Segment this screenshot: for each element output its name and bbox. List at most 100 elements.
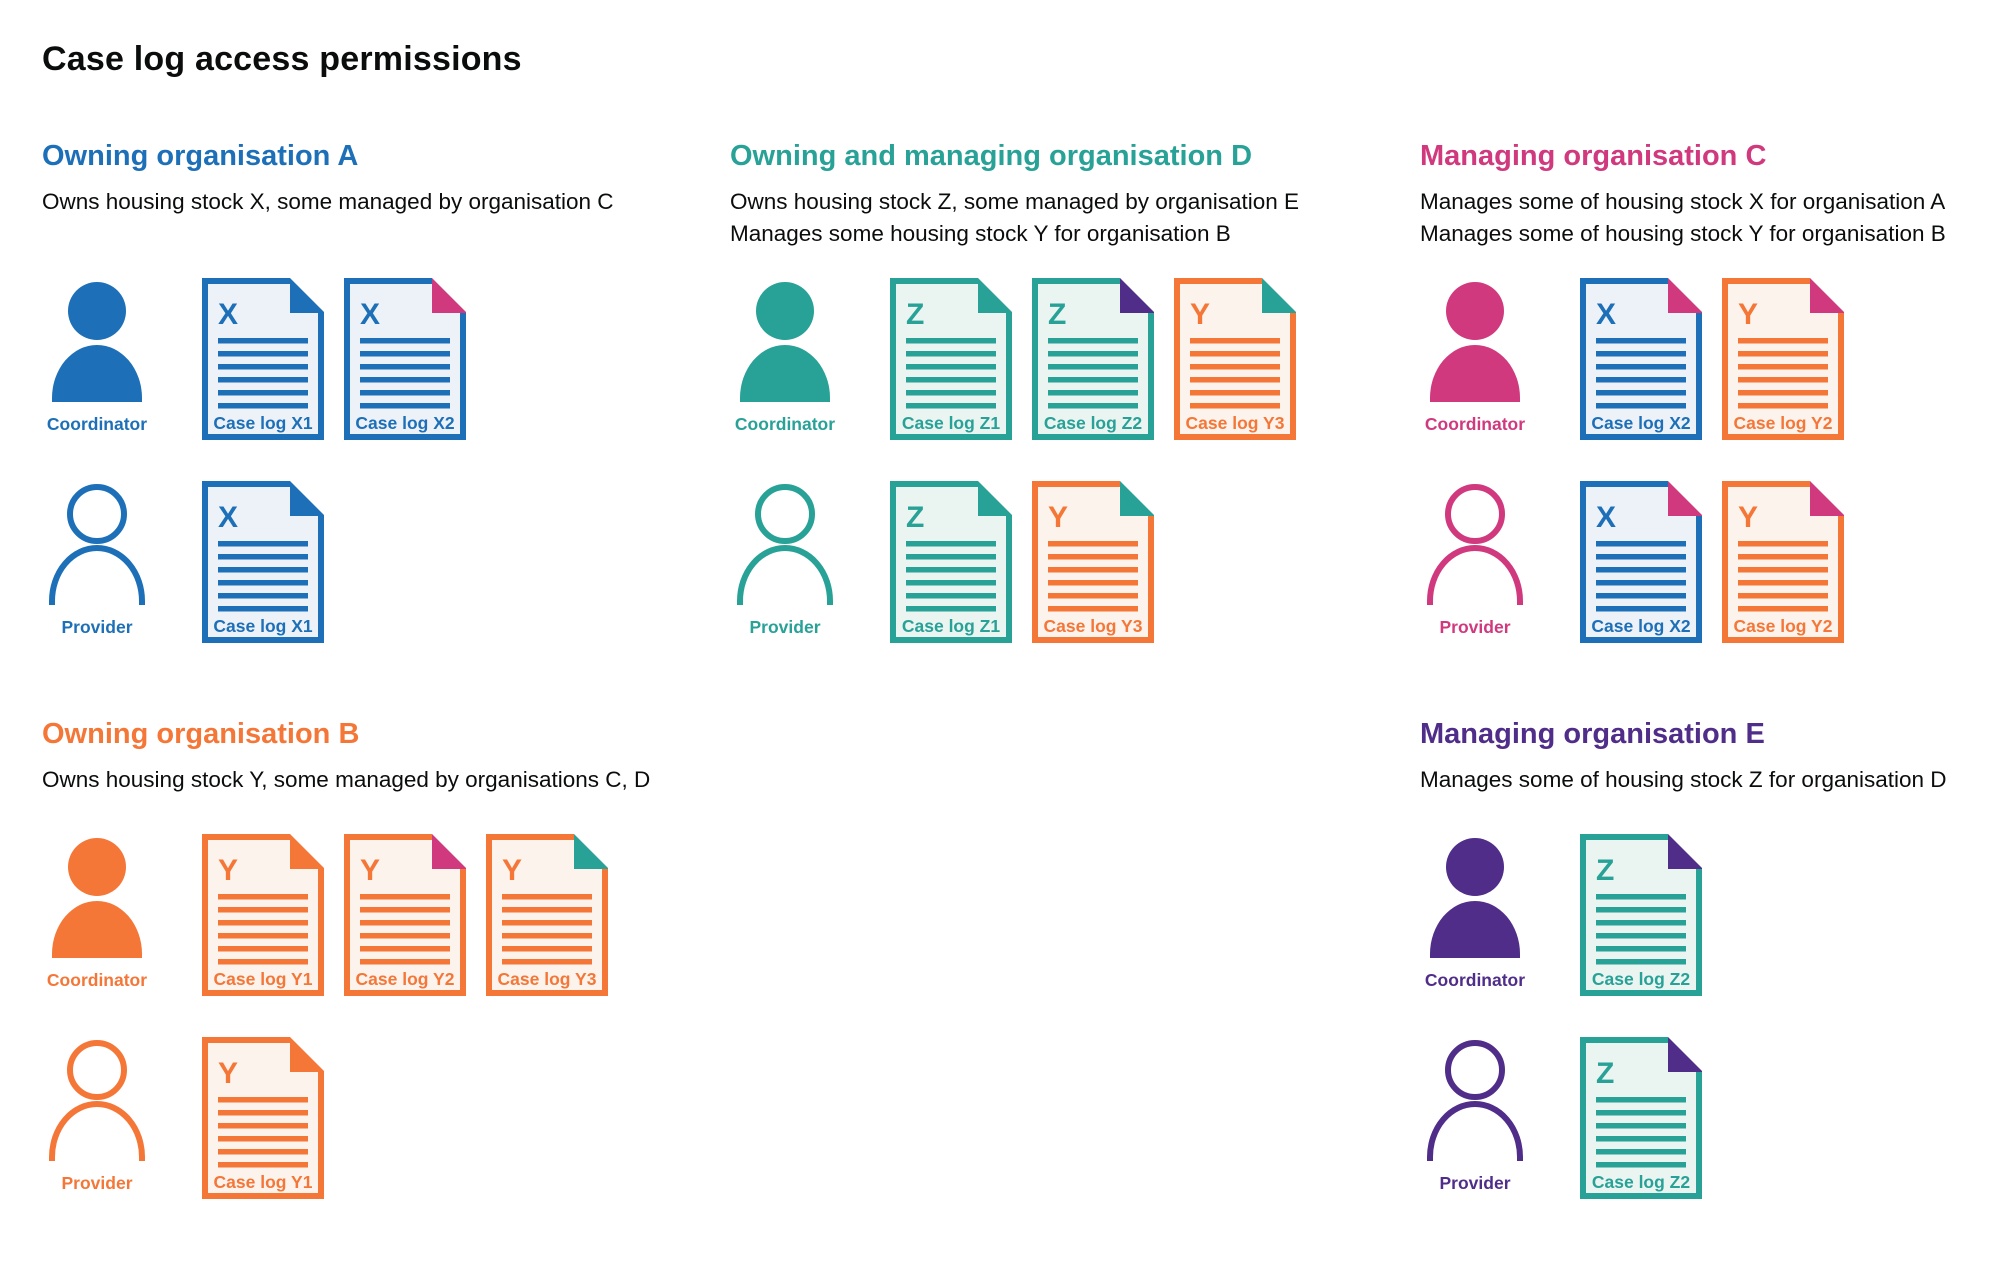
folded-corner — [978, 481, 1012, 516]
case-log-label: Case log Z2 — [1592, 969, 1690, 989]
case-log-label: Case log Z2 — [1044, 413, 1142, 433]
text-line — [502, 959, 592, 965]
case-log-documents: Z Case log Z1 Y Case log Y3 — [890, 481, 1154, 643]
org-section-description: Owns housing stock Y, some managed by or… — [42, 764, 714, 796]
case-log-document: Z Case log Z2 — [1580, 1037, 1702, 1199]
case-log-label: Case log Y3 — [1044, 616, 1143, 636]
case-log-document: Z Case log Z1 — [890, 278, 1012, 440]
section-owning-organisation-b: Owning organisation B Owns housing stock … — [42, 718, 714, 1199]
person-block: Coordinator — [730, 278, 840, 435]
text-line — [1596, 593, 1686, 599]
case-log-document: Y Case log Y2 — [1722, 278, 1844, 440]
text-line — [218, 894, 308, 900]
person-role-label: Coordinator — [1424, 970, 1526, 990]
org-section-description: Owns housing stock Z, some managed by or… — [730, 186, 1406, 250]
text-line — [360, 377, 450, 383]
text-line — [502, 907, 592, 913]
text-line — [1596, 351, 1686, 357]
text-line — [1596, 933, 1686, 939]
text-line — [1738, 554, 1828, 560]
text-line — [906, 403, 996, 409]
text-line — [360, 959, 450, 965]
text-line — [1596, 1097, 1686, 1103]
document-page — [1580, 1037, 1702, 1199]
description-line: Manages some of housing stock Y for orga… — [1420, 221, 1946, 246]
document-page — [344, 278, 466, 440]
coordinator-person-icon — [52, 282, 142, 402]
text-line — [1738, 567, 1828, 573]
case-log-label: Case log Y1 — [214, 969, 313, 989]
text-line — [218, 541, 308, 547]
text-line — [218, 920, 308, 926]
document-page — [202, 278, 324, 440]
case-log-documents: Z Case log Z2 — [1580, 834, 1702, 996]
text-line — [1048, 390, 1138, 396]
text-line — [218, 946, 308, 952]
stock-letter: Y — [360, 854, 380, 887]
text-line — [360, 920, 450, 926]
folded-corner — [1668, 481, 1702, 516]
text-line — [906, 390, 996, 396]
coordinator-permissions-row: Coordinator Y Case log Y1 Y Case log Y2 Y Case… — [42, 834, 714, 996]
text-line — [1596, 1136, 1686, 1142]
stock-letter: X — [360, 298, 380, 331]
stock-letter: Z — [906, 501, 924, 534]
person-block: Provider — [42, 481, 152, 638]
provider-person-icon — [1427, 1040, 1523, 1161]
case-log-label: Case log Y2 — [356, 969, 455, 989]
stock-letter: X — [218, 501, 238, 534]
section-owning-and-managing-organisation-d: Owning and managing organisation D Owns h… — [730, 140, 1406, 643]
provider-permissions-row: Provider X Case log X1 — [42, 481, 714, 643]
text-line — [502, 894, 592, 900]
description-line: Manages some housing stock Y for organis… — [730, 221, 1231, 246]
folded-corner — [1810, 278, 1844, 313]
folded-corner — [432, 278, 466, 313]
text-line — [1596, 1110, 1686, 1116]
text-line — [218, 1136, 308, 1142]
text-line — [360, 364, 450, 370]
text-line — [502, 946, 592, 952]
text-line — [1596, 894, 1686, 900]
stock-letter: Z — [906, 298, 924, 331]
case-log-label: Case log X2 — [355, 413, 454, 433]
text-line — [1048, 403, 1138, 409]
document-page — [1580, 278, 1702, 440]
case-log-label: Case log X2 — [1591, 413, 1690, 433]
provider-permissions-row: Provider Z Case log Z1 Y Case log Y3 — [730, 481, 1406, 643]
text-line — [1738, 338, 1828, 344]
case-log-document: Y Case log Y3 — [486, 834, 608, 996]
case-log-document: Z Case log Z1 — [890, 481, 1012, 643]
section-owning-organisation-a: Owning organisation A Owns housing stock … — [42, 140, 714, 643]
document-page — [1580, 834, 1702, 996]
org-section-title: Managing organisation C — [1420, 140, 1767, 172]
text-line — [1738, 541, 1828, 547]
document-page — [890, 481, 1012, 643]
document-page — [1580, 481, 1702, 643]
text-line — [1738, 351, 1828, 357]
case-log-label: Case log Y3 — [498, 969, 597, 989]
page-title: Case log access permissions — [42, 40, 522, 78]
text-line — [906, 377, 996, 383]
text-line — [1190, 364, 1280, 370]
document-page — [344, 834, 466, 996]
description-line: Owns housing stock X, some managed by or… — [42, 189, 614, 214]
text-line — [1738, 377, 1828, 383]
text-line — [360, 946, 450, 952]
text-line — [906, 593, 996, 599]
text-line — [1596, 377, 1686, 383]
case-log-document: Y Case log Y2 — [344, 834, 466, 996]
description-line: Manages some of housing stock X for orga… — [1420, 189, 1946, 214]
text-line — [1048, 580, 1138, 586]
person-role-label: Provider — [1439, 617, 1511, 637]
person-role-label: Coordinator — [46, 414, 148, 434]
permission-rows: Coordinator Z Case log Z2 Provider Z Case log… — [1420, 834, 1995, 1199]
text-line — [1190, 338, 1280, 344]
text-line — [1048, 364, 1138, 370]
org-section-title: Owning organisation B — [42, 718, 360, 750]
text-line — [360, 894, 450, 900]
coordinator-permissions-row: Coordinator Z Case log Z1 Z Case log Z2 Y Case… — [730, 278, 1406, 440]
person-role-label: Provider — [1439, 1173, 1511, 1193]
case-log-label: Case log Y3 — [1186, 413, 1285, 433]
folded-corner — [978, 278, 1012, 313]
text-line — [1596, 364, 1686, 370]
